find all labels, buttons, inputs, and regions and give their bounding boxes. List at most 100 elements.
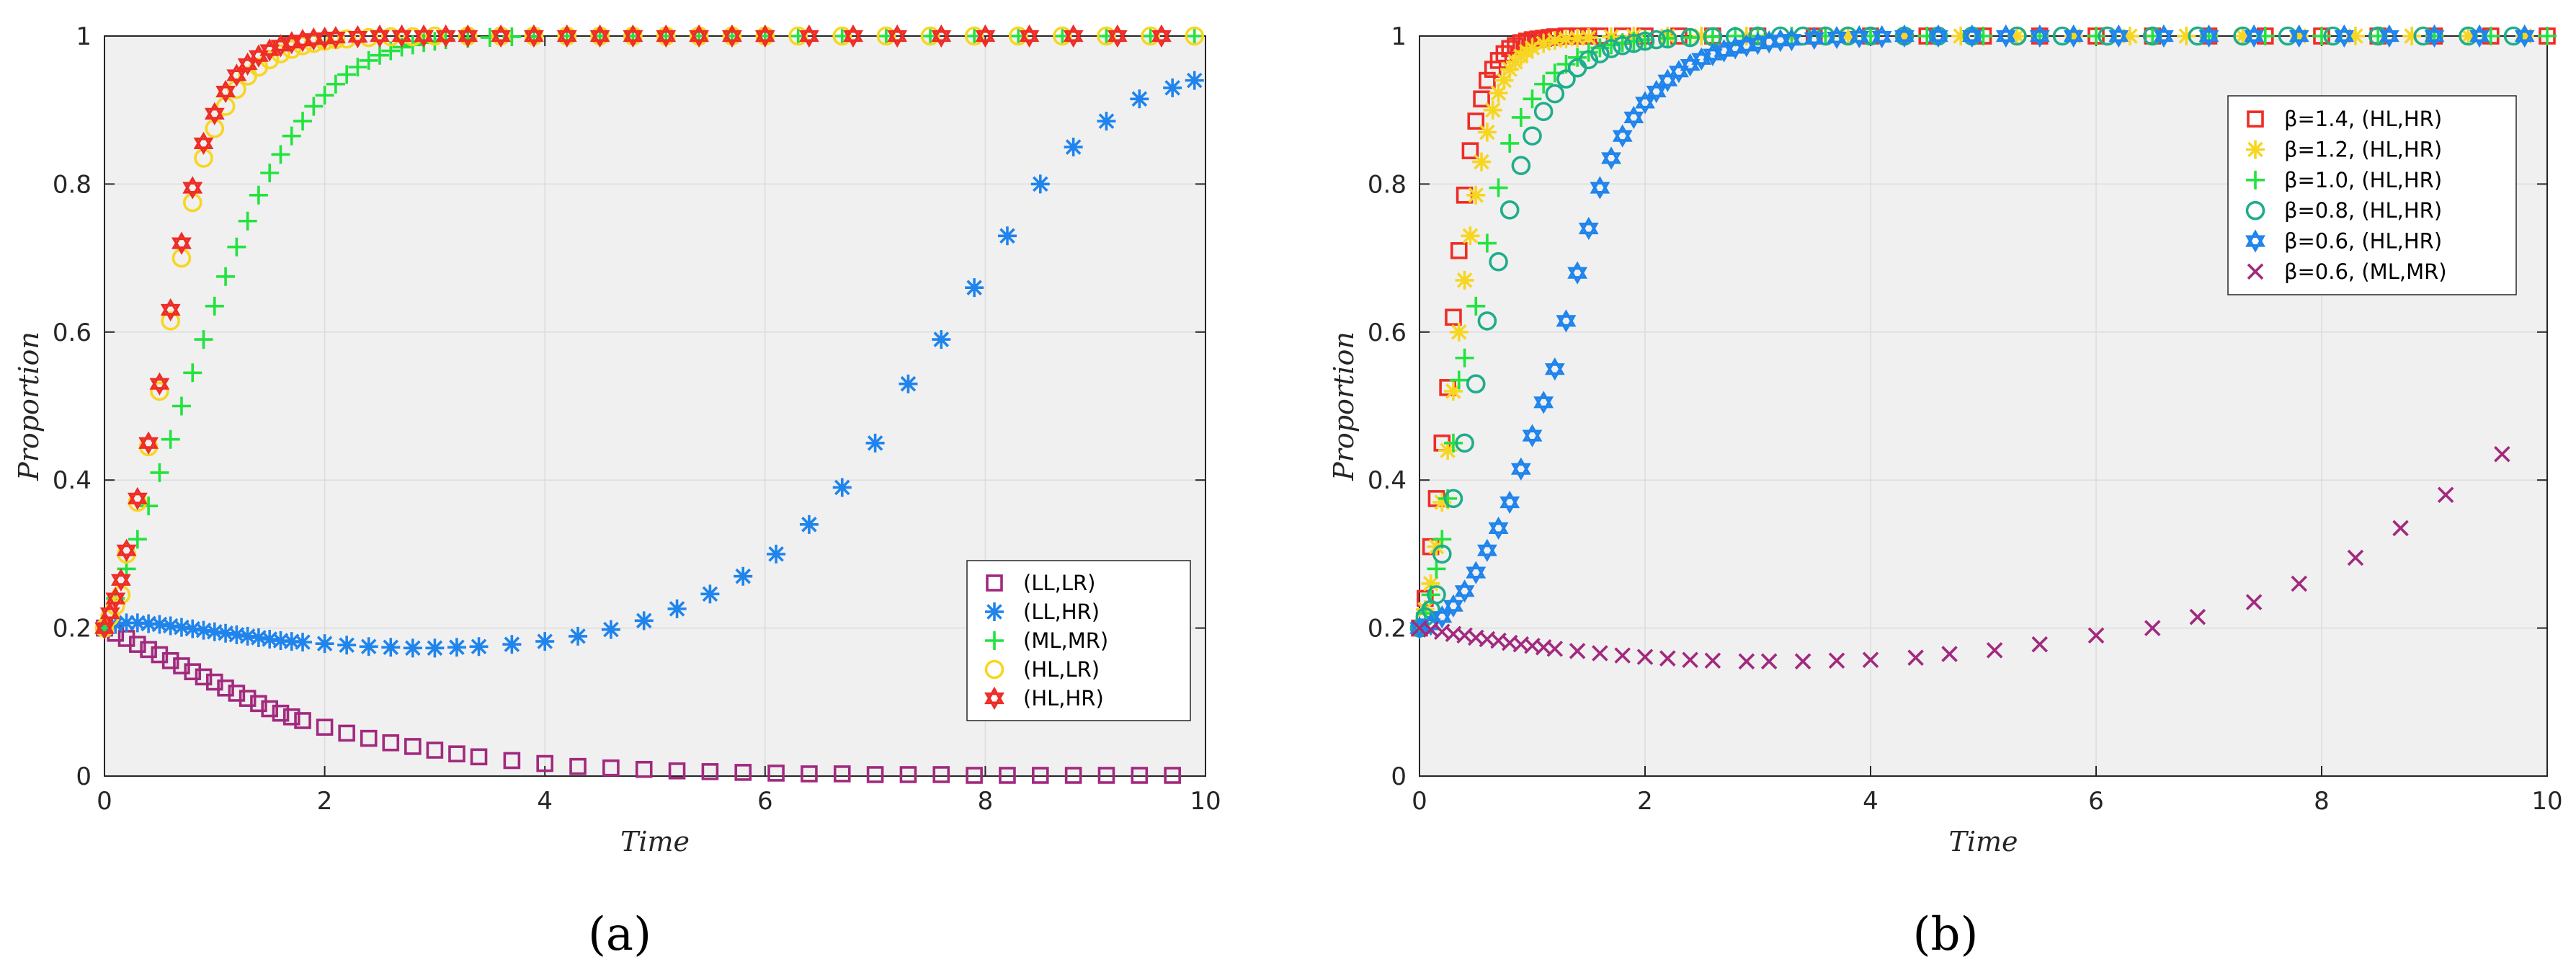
- data-point: [238, 211, 257, 231]
- legend-label: (LL,LR): [1023, 571, 1095, 595]
- data-point: [293, 633, 313, 652]
- legend-item: β=1.2, (HL,HR): [2246, 138, 2442, 162]
- data-point: [161, 311, 180, 331]
- data-point: [876, 26, 896, 46]
- legend-item: (HL,LR): [984, 657, 1100, 682]
- data-point: [359, 50, 378, 70]
- data-point: [1185, 26, 1205, 46]
- data-point: [2031, 636, 2049, 653]
- data-point: [1590, 176, 1610, 200]
- legend-label: (HL,HR): [1023, 686, 1104, 710]
- data-point: [2098, 26, 2117, 46]
- y-tick-label: 0: [1391, 762, 1407, 791]
- data-point: [1151, 24, 1172, 48]
- data-point: [1479, 71, 1496, 89]
- data-point: [316, 718, 334, 736]
- data-point: [2233, 27, 2252, 45]
- data-point: [932, 330, 951, 349]
- legend-marker: [2245, 200, 2265, 220]
- data-point: [1499, 490, 1520, 514]
- data-point: [1461, 226, 1480, 246]
- data-point: [194, 330, 213, 349]
- data-point: [94, 616, 115, 640]
- data-point: [2108, 24, 2129, 48]
- data-point: [932, 766, 950, 783]
- data-point: [403, 27, 423, 47]
- data-point: [129, 636, 146, 653]
- data-point: [183, 619, 202, 638]
- data-point: [1658, 29, 1677, 49]
- data-point: [623, 24, 643, 48]
- data-point: [1476, 538, 1497, 562]
- data-point: [1008, 26, 1028, 46]
- data-point: [1473, 90, 1490, 108]
- panel-label: (b): [1913, 908, 1979, 961]
- data-point: [1477, 311, 1497, 331]
- data-point: [1477, 122, 1497, 142]
- data-point: [171, 231, 192, 255]
- data-point: [1523, 126, 1542, 146]
- data-point: [931, 24, 952, 48]
- legend-item: (LL,HR): [985, 600, 1100, 624]
- data-point: [150, 381, 169, 401]
- legend-marker: [984, 659, 1004, 680]
- data-point: [2244, 24, 2265, 48]
- legend-marker: [986, 574, 1003, 592]
- data-point: [1546, 641, 1564, 657]
- axes-box: [104, 35, 1206, 777]
- data-point: [161, 429, 180, 449]
- legend-label: β=1.2, (HL,HR): [2284, 138, 2442, 162]
- data-point: [1523, 89, 1542, 109]
- x-tick-label: 0: [1412, 787, 1427, 816]
- legend-label: (LL,HR): [1023, 600, 1100, 624]
- data-point: [569, 626, 588, 646]
- data-point: [1427, 559, 1446, 579]
- data-point: [964, 26, 984, 46]
- legend-label: β=1.4, (HL,HR): [2284, 107, 2442, 131]
- data-point: [99, 602, 120, 625]
- data-point: [1804, 27, 1824, 50]
- data-point: [1862, 651, 1879, 669]
- data-point: [171, 618, 191, 637]
- data-point: [1894, 24, 1915, 48]
- data-point: [1185, 27, 1204, 45]
- data-point: [1455, 433, 1474, 453]
- y-tick-label: 0.8: [53, 170, 92, 199]
- data-point: [1635, 31, 1655, 51]
- data-point: [1592, 645, 1608, 662]
- data-point: [381, 638, 401, 657]
- data-point: [382, 734, 400, 752]
- x-tick-label: 2: [317, 787, 333, 816]
- data-point: [1466, 185, 1486, 205]
- y-tick-label: 0.8: [1368, 170, 1407, 199]
- legend-box: [966, 560, 1191, 721]
- data-point: [1659, 650, 1676, 667]
- data-point: [425, 26, 445, 46]
- data-point: [1612, 124, 1633, 148]
- data-point: [404, 738, 422, 755]
- series-ll-lr: [96, 619, 1181, 784]
- data-point: [1781, 27, 1802, 52]
- data-point: [195, 668, 213, 686]
- data-point: [249, 628, 268, 647]
- data-point: [1568, 48, 1587, 67]
- data-point: [271, 631, 290, 651]
- data-point: [325, 26, 346, 50]
- data-point: [1894, 27, 1914, 45]
- data-point: [975, 24, 996, 48]
- data-point: [249, 185, 268, 205]
- x-tick-label: 10: [1190, 787, 1221, 816]
- data-point: [1438, 441, 1458, 460]
- data-point: [899, 374, 918, 393]
- data-point: [226, 63, 247, 87]
- data-point: [458, 24, 478, 48]
- data-point: [1522, 424, 1543, 447]
- data-point: [2120, 27, 2139, 45]
- legend-marker: [2246, 170, 2265, 190]
- data-point: [2538, 27, 2557, 45]
- data-point: [2198, 24, 2219, 48]
- legend-marker: [2245, 229, 2265, 253]
- data-point: [127, 486, 148, 511]
- data-point: [116, 538, 137, 562]
